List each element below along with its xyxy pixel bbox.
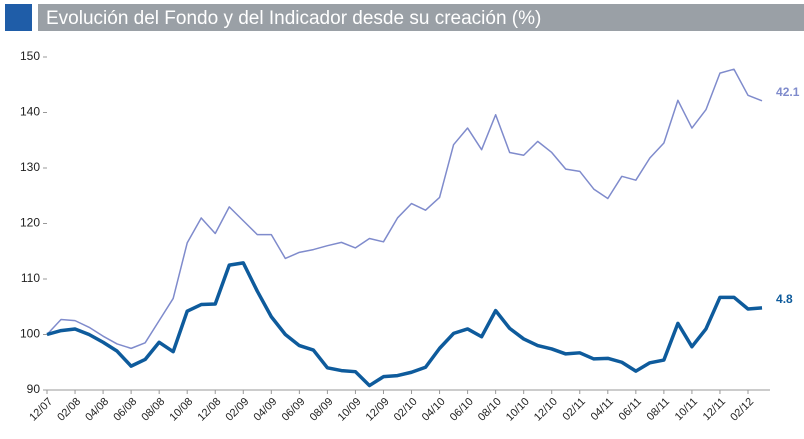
x-tick-label: 08/11	[645, 396, 672, 423]
x-tick-label: 02/10	[392, 396, 420, 424]
x-tick-label: 12/11	[701, 396, 728, 423]
x-tick-label: 12/08	[195, 396, 223, 424]
x-tick-label: 04/09	[252, 396, 280, 424]
x-tick-label: 12/10	[532, 396, 560, 424]
x-tick-label: 12/09	[364, 396, 392, 424]
x-tick-label: 06/10	[448, 396, 476, 424]
x-tick-label: 06/09	[280, 396, 308, 424]
x-tick-label: 02/11	[561, 396, 588, 423]
x-tick-label: 08/10	[476, 396, 504, 424]
title-icon	[5, 4, 32, 31]
x-tick-label: 06/11	[617, 396, 644, 423]
y-tick-label: 130	[20, 160, 40, 174]
x-tick-label: 10/11	[673, 396, 700, 423]
series-line	[46, 68, 763, 350]
y-tick-label: 150	[20, 49, 40, 63]
y-tick-label: 90	[27, 382, 41, 396]
x-tick-label: 08/09	[308, 396, 336, 424]
x-tick-label: 04/08	[83, 396, 111, 424]
y-tick-label: 120	[20, 216, 40, 230]
y-tick-label: 100	[20, 327, 40, 341]
title-bar	[38, 4, 804, 31]
x-tick-label: 04/11	[589, 396, 616, 423]
x-tick-label: 10/10	[504, 396, 532, 424]
x-tick-label: 02/08	[55, 396, 83, 424]
y-tick-label: 110	[21, 271, 40, 285]
end-label: 42.1	[776, 85, 800, 99]
x-tick-label: 02/09	[224, 396, 252, 424]
series-line	[46, 261, 763, 388]
x-tick-label: 06/08	[111, 396, 139, 424]
chart-title: Evolución del Fondo y del Indicador desd…	[46, 8, 541, 29]
x-tick-label: 10/08	[167, 396, 195, 424]
end-label: 4.8	[776, 292, 793, 306]
y-tick-label: 140	[20, 105, 40, 119]
x-tick-label: 02/12	[728, 396, 756, 424]
x-tick-label: 12/07	[27, 396, 55, 424]
x-tick-label: 08/08	[139, 396, 167, 424]
x-tick-label: 10/09	[336, 396, 364, 424]
x-tick-label: 04/10	[420, 396, 448, 424]
